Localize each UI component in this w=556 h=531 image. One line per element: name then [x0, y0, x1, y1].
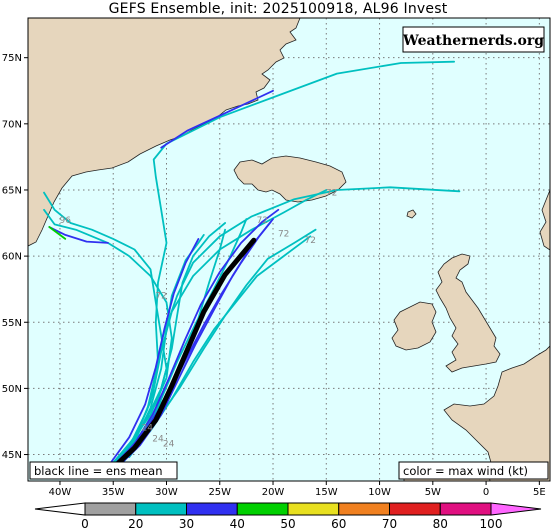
- map-frame: [27, 17, 551, 482]
- lon-tick-label: 30W: [155, 487, 178, 498]
- lat-tick-label: 75N: [2, 53, 22, 64]
- colorbar-over-arrow: [490, 502, 542, 516]
- continental-europe: [443, 345, 550, 481]
- forecast-hour-label: 96: [60, 216, 72, 226]
- lon-tick-label: 0: [483, 487, 489, 498]
- colorbar-segment: [236, 502, 289, 516]
- colorbar-segment: [338, 502, 390, 516]
- mean-note: black line = ens mean: [29, 461, 178, 480]
- colorbar-label: 0: [81, 517, 89, 531]
- lon-tick-label: 35W: [102, 487, 125, 498]
- latitude-labels: 75N 70N 65N 60N 55N 50N 45N: [2, 53, 28, 461]
- ensemble-member-track: [118, 218, 274, 463]
- map-title: GEFS Ensemble, init: 2025100918, AL96 In…: [108, 1, 448, 17]
- colorbar-label: 40: [230, 517, 245, 531]
- lat-tick-label: 70N: [2, 119, 22, 130]
- brand-text: Weathernerds.org: [402, 33, 544, 49]
- brand-badge: Weathernerds.org: [402, 26, 545, 53]
- forecast-hour-label: 72: [278, 229, 289, 239]
- colorbar-label: 80: [433, 517, 448, 531]
- colorbar-under-arrow: [34, 502, 86, 516]
- lon-tick-label: 5E: [533, 487, 546, 498]
- lon-tick-label: 25W: [208, 487, 231, 498]
- ensemble-member-track: [48, 226, 109, 244]
- ensemble-mean-track: [110, 237, 257, 471]
- forecast-hour-label: 72: [326, 188, 337, 198]
- lat-tick-label: 60N: [2, 252, 22, 263]
- colorbar-label: 50: [280, 517, 295, 531]
- colorbar-segment: [287, 502, 340, 516]
- ensemble-member-track: [109, 186, 461, 468]
- color-note: color = max wind (kt): [398, 461, 549, 480]
- ensemble-tracks: [43, 60, 461, 471]
- lon-tick-label: 15W: [315, 487, 338, 498]
- colorbar-label: 70: [382, 517, 397, 531]
- lat-tick-label: 50N: [2, 384, 22, 395]
- forecast-hour-label: 24: [142, 424, 154, 434]
- forecast-hour-label: 24: [152, 434, 164, 444]
- colorbar-segment: [389, 502, 441, 516]
- iceland: [233, 155, 347, 203]
- ireland: [391, 301, 437, 351]
- ensemble-member-track: [110, 208, 280, 469]
- colorbar-segment: [84, 502, 137, 516]
- color-note-text: color = max wind (kt): [403, 464, 528, 478]
- lon-tick-label: 5W: [425, 487, 441, 498]
- forecast-hour-label: 72: [155, 291, 166, 301]
- lat-tick-label: 45N: [2, 450, 22, 461]
- faroe-islands: [406, 209, 417, 219]
- colorbar-label: 30: [179, 517, 194, 531]
- great-britain: [435, 253, 501, 373]
- ensemble-member-track: [48, 226, 67, 240]
- forecast-hour-label: 24: [163, 440, 175, 450]
- colorbar-segment: [186, 502, 238, 516]
- colorbar-label: 20: [128, 517, 143, 531]
- ensemble-member-track: [160, 89, 274, 149]
- colorbar-segment: [135, 502, 187, 516]
- forecast-hour-label: 72: [257, 216, 268, 226]
- mean-note-text: black line = ens mean: [34, 464, 163, 478]
- colorbar-label: 60: [331, 517, 346, 531]
- lon-tick-label: 10W: [368, 487, 391, 498]
- norway: [539, 189, 550, 251]
- lat-tick-label: 65N: [2, 185, 22, 196]
- lon-tick-label: 20W: [262, 487, 285, 498]
- lon-tick-label: 40W: [49, 487, 72, 498]
- colorbar-label: 100: [480, 517, 503, 531]
- ensemble-member-track: [108, 237, 200, 467]
- longitude-labels: 40W 35W 30W 25W 20W 15W 10W 5W 0 5E: [49, 481, 546, 498]
- colorbar-segment: [439, 502, 492, 516]
- wind-colorbar: 0 20 30 40 50 60 70 80 100: [34, 502, 542, 531]
- lat-tick-label: 55N: [2, 318, 22, 329]
- ensemble-member-track: [43, 208, 173, 471]
- forecast-hour-label: 72: [305, 236, 316, 246]
